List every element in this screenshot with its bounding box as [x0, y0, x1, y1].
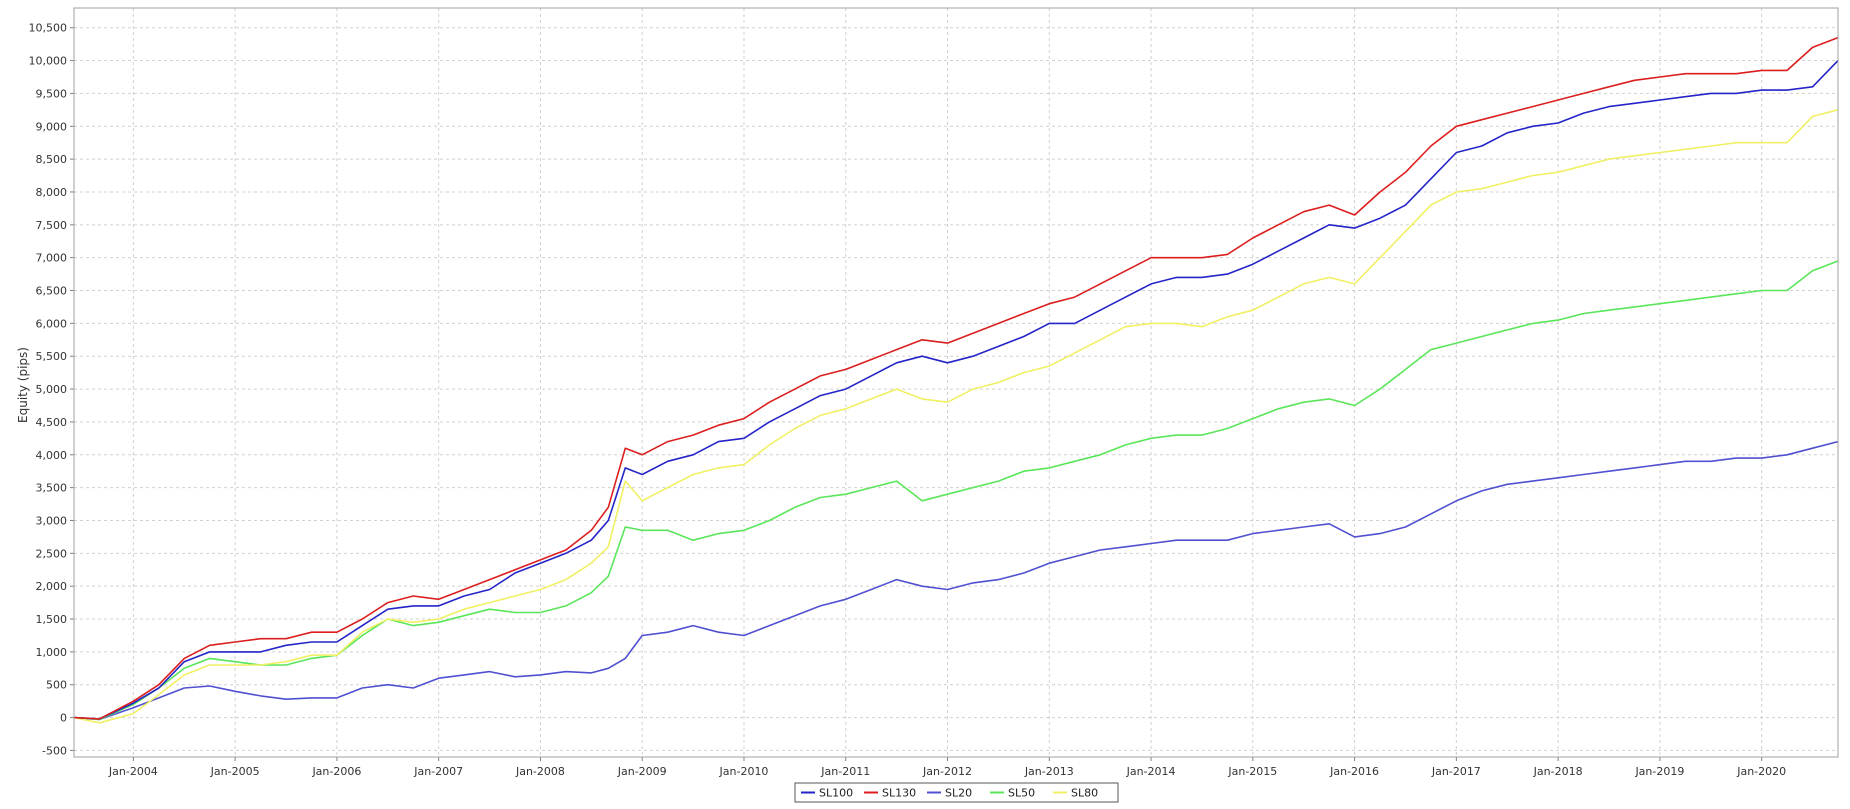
plot-border — [73, 7, 1839, 758]
x-tick-label: Jan-2013 — [1024, 765, 1074, 778]
x-tick-label: Jan-2004 — [108, 765, 158, 778]
y-tick-label: 7,000 — [36, 252, 68, 265]
y-tick-label: 4,000 — [36, 449, 68, 462]
x-tick-label: Jan-2016 — [1329, 765, 1379, 778]
y-tick-label: 8,500 — [36, 153, 68, 166]
x-tick-label: Jan-2010 — [719, 765, 769, 778]
y-tick-label: 3,000 — [36, 514, 68, 527]
y-tick-label: 9,500 — [36, 87, 68, 100]
x-tick-label: Jan-2018 — [1533, 765, 1583, 778]
y-tick-label: 10,500 — [29, 22, 68, 35]
y-tick-label: 10,000 — [29, 55, 68, 68]
x-tick-label: Jan-2009 — [617, 765, 667, 778]
legend-label: SL80 — [1071, 787, 1098, 800]
x-tick-label: Jan-2007 — [413, 765, 463, 778]
y-axis-label: Equity (pips) — [16, 347, 30, 423]
legend: SL100 SL130 SL20 SL50 SL80 — [794, 782, 1119, 803]
legend-label: SL100 — [819, 787, 853, 800]
legend-label: SL50 — [1008, 787, 1035, 800]
y-tick-label: 5,000 — [36, 383, 68, 396]
legend-label: SL130 — [882, 787, 916, 800]
y-tick-label: 3,500 — [36, 482, 68, 495]
y-tick-label: 6,500 — [36, 285, 68, 298]
y-tick-label: 2,500 — [36, 547, 68, 560]
y-tick-label: 500 — [46, 679, 67, 692]
y-tick-label: 0 — [60, 712, 67, 725]
grid — [74, 8, 1838, 757]
y-tick-label: -500 — [42, 744, 67, 757]
x-tick-label: Jan-2019 — [1634, 765, 1684, 778]
series-line-sl130 — [73, 36, 1839, 720]
series-line-sl80 — [73, 109, 1839, 724]
y-tick-label: 4,500 — [36, 416, 68, 429]
y-tick-label: 2,000 — [36, 580, 68, 593]
x-tick-label: Jan-2011 — [820, 765, 870, 778]
series-line-sl20 — [73, 440, 1839, 721]
series-lines — [73, 36, 1839, 724]
y-tick-label: 1,000 — [36, 646, 68, 659]
x-tick-label: Jan-2014 — [1126, 765, 1176, 778]
axes: -500 0 500 1,000 1,500 2,000 2,500 3,000 3,500 4,… — [29, 7, 1839, 778]
x-tick-label: Jan-2017 — [1431, 765, 1481, 778]
x-tick-label: Jan-2015 — [1227, 765, 1277, 778]
y-tick-label: 9,000 — [36, 120, 68, 133]
x-tick-label: Jan-2020 — [1736, 765, 1786, 778]
x-tick-label: Jan-2006 — [311, 765, 361, 778]
x-tick-label: Jan-2008 — [515, 765, 565, 778]
y-tick-label: 7,500 — [36, 219, 68, 232]
legend-label: SL20 — [945, 787, 972, 800]
x-tick-label: Jan-2005 — [210, 765, 260, 778]
legend-box — [794, 782, 1119, 803]
y-tick-label: 5,500 — [36, 350, 68, 363]
y-tick-label: 8,000 — [36, 186, 68, 199]
x-tick-label: Jan-2012 — [922, 765, 972, 778]
series-line-sl50 — [73, 260, 1839, 721]
y-tick-label: 1,500 — [36, 613, 68, 626]
series-line-sl100 — [73, 60, 1839, 720]
y-tick-label: 6,000 — [36, 317, 68, 330]
